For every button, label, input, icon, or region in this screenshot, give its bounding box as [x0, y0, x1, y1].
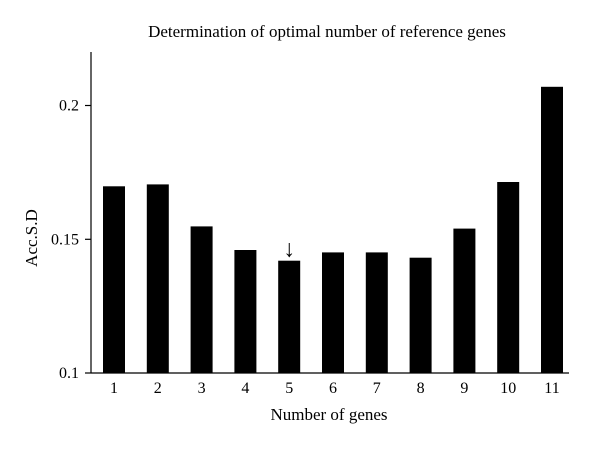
bar-10 [497, 182, 520, 373]
x-tick-label-4: 4 [241, 380, 249, 397]
x-tick-label-3: 3 [198, 380, 206, 397]
x-axis-label: Number of genes [270, 405, 387, 424]
chart-title: Determination of optimal number of refer… [148, 22, 506, 41]
y-axis-label: Acc.S.D [22, 209, 41, 267]
x-tick-label-5: 5 [285, 380, 293, 397]
x-tick-group: 1 2 3 4 5 6 7 8 9 10 11 [110, 380, 560, 397]
y-tick-label-2: 0.2 [59, 98, 79, 115]
bar-6 [322, 252, 344, 373]
y-tick-label-0: 0.1 [59, 365, 79, 382]
bar-9 [453, 228, 476, 373]
x-tick-label-6: 6 [329, 380, 337, 397]
bar-2 [146, 184, 169, 373]
bar-3 [190, 226, 213, 373]
bar-8 [409, 257, 432, 373]
bar-11 [541, 86, 563, 374]
x-tick-label-7: 7 [373, 380, 381, 397]
y-tick-label-1: 0.15 [51, 231, 79, 248]
annotation-group: ↓ [283, 237, 295, 263]
bar-5 [278, 260, 301, 373]
bar-1 [103, 186, 125, 373]
x-tick-label-11: 11 [544, 380, 559, 397]
x-tick-label-2: 2 [154, 380, 162, 397]
x-tick-label-9: 9 [460, 380, 468, 397]
bar-4 [234, 250, 257, 373]
bar-7 [365, 252, 388, 373]
y-tick-group: 0.1 0.15 0.2 [51, 98, 91, 382]
x-tick-label-10: 10 [500, 380, 516, 397]
x-tick-label-8: 8 [417, 380, 425, 397]
bars-group [103, 86, 563, 374]
down-arrow-annotation: ↓ [283, 237, 295, 263]
x-tick-label-1: 1 [110, 380, 118, 397]
